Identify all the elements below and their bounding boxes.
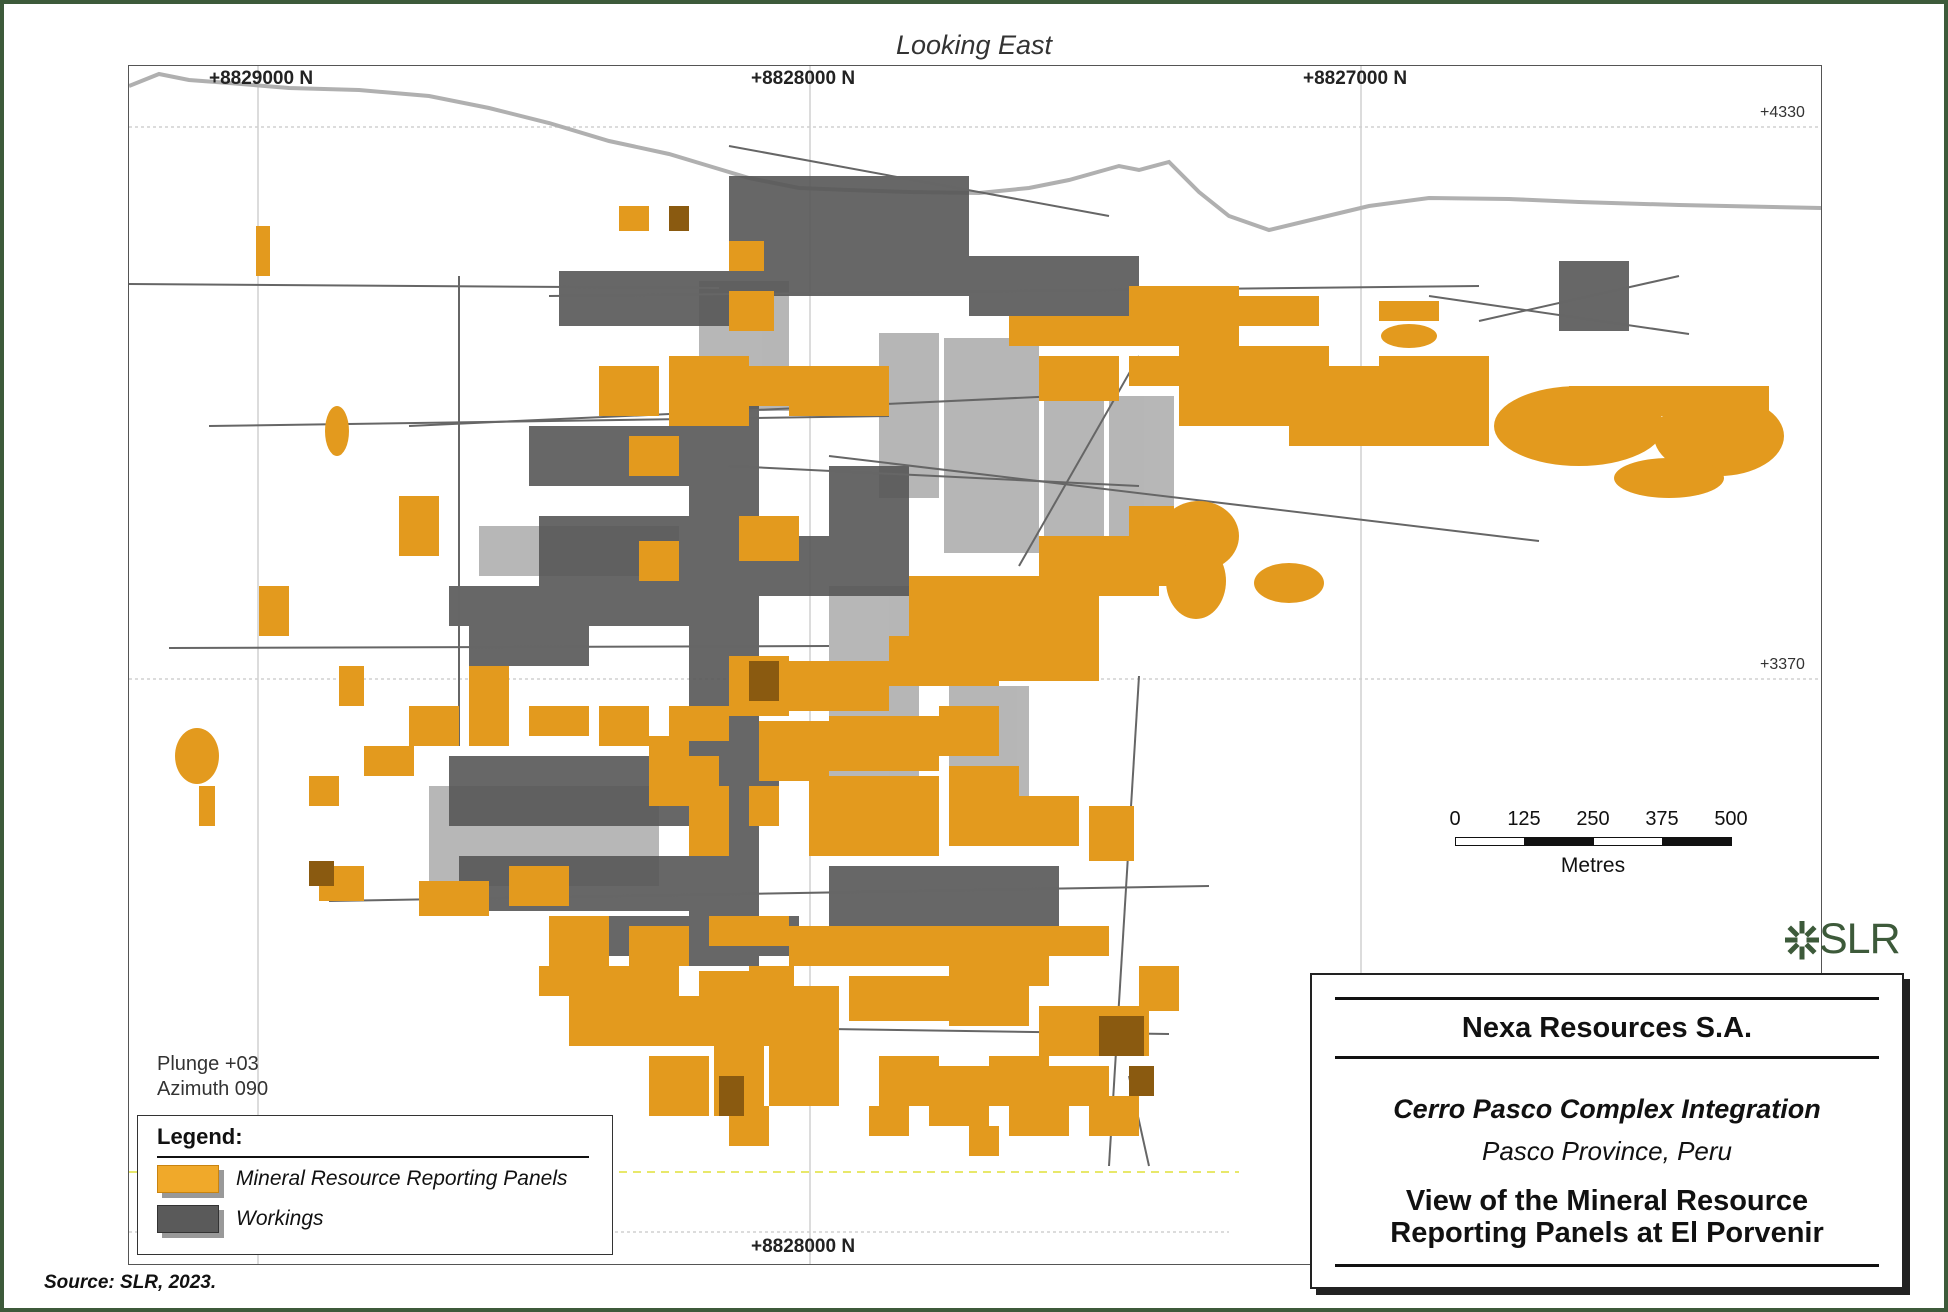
project-name: Cerro Pasco Complex Integration	[1393, 1094, 1821, 1124]
scale-tick-label: 0	[1449, 808, 1461, 830]
slr-asterisk-icon	[1785, 921, 1819, 960]
scale-tick-label: 375	[1645, 808, 1679, 830]
elevation-label: +3370	[1760, 656, 1805, 673]
slr-logo: SLR	[1785, 915, 1925, 963]
azimuth-text: Azimuth 090	[157, 1078, 269, 1100]
title-rule	[1335, 1056, 1879, 1059]
reporting-panels	[175, 206, 1784, 1156]
legend: Legend: Mineral Resource Reporting Panel…	[137, 1115, 613, 1255]
legend-item-label: Workings	[236, 1207, 324, 1230]
figure-title-line: View of the Mineral Resource	[1405, 1185, 1809, 1217]
northing-label: +8828000 N	[751, 68, 856, 89]
scale-tick-label: 125	[1507, 808, 1541, 830]
scale-bar: 0 125 250 375 500 Metres	[1440, 808, 1770, 898]
scale-segment	[1524, 837, 1594, 846]
northing-label-bottom: +8828000 N	[751, 1236, 856, 1257]
source-note: Source: SLR, 2023.	[44, 1272, 217, 1293]
section-view-map: +8829000 N +8828000 N +8827000 N +882800…	[128, 65, 1822, 1265]
elevation-label: +4330	[1760, 104, 1805, 121]
scale-segment	[1455, 837, 1525, 846]
figure-title: View of the Mineral Resource Reporting P…	[1312, 1185, 1902, 1249]
title-rule	[1335, 997, 1879, 1000]
panel-swatch	[157, 1165, 219, 1193]
northing-label: +8827000 N	[1303, 68, 1408, 89]
scale-unit-label: Metres	[1560, 854, 1626, 877]
scale-tick-label: 250	[1576, 808, 1610, 830]
scale-segment	[1593, 837, 1663, 846]
view-orientation: Plunge +03 Azimuth 090	[157, 1052, 268, 1102]
scale-segment	[1662, 837, 1732, 846]
title-rule	[1335, 1264, 1879, 1267]
workings-swatch	[157, 1205, 219, 1233]
legend-item-label: Mineral Resource Reporting Panels	[236, 1167, 568, 1190]
company-name: Nexa Resources S.A.	[1461, 1012, 1753, 1044]
scale-tick-label: 500	[1714, 808, 1748, 830]
legend-title: Legend:	[157, 1124, 243, 1149]
project-location: Pasco Province, Peru	[1481, 1136, 1732, 1166]
dark-panels	[309, 206, 1154, 1116]
plunge-text: Plunge +03	[157, 1053, 259, 1075]
slr-logo-text: SLR	[1819, 915, 1901, 963]
legend-divider	[157, 1156, 589, 1158]
title-block: Nexa Resources S.A. Cerro Pasco Complex …	[1310, 973, 1904, 1289]
figure-title-line: Reporting Panels at El Porvenir	[1390, 1217, 1824, 1249]
topography-line	[129, 71, 1821, 233]
map-graphics	[129, 66, 1821, 1264]
view-direction-heading: Looking East	[895, 30, 1053, 60]
northing-label: +8829000 N	[209, 68, 314, 89]
